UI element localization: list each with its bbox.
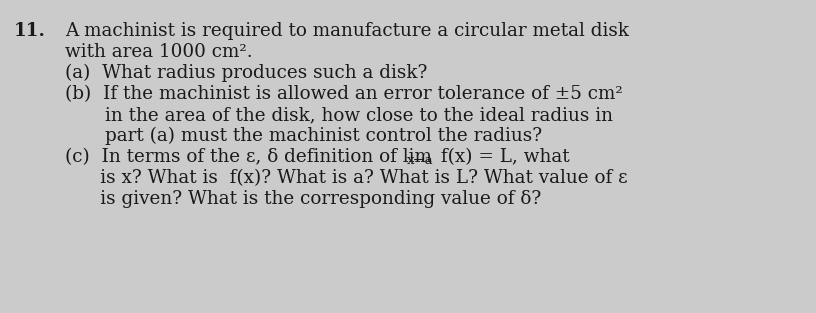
Text: is x? What is  f(x)? What is a? What is L? What value of ε: is x? What is f(x)? What is a? What is L… (65, 169, 628, 187)
Text: 11.: 11. (14, 22, 46, 40)
Text: with area 1000 cm².: with area 1000 cm². (65, 43, 253, 61)
Text: (b)  If the machinist is allowed an error tolerance of ±5 cm²: (b) If the machinist is allowed an error… (65, 85, 623, 103)
Text: x→a: x→a (407, 154, 433, 167)
Text: A machinist is required to manufacture a circular metal disk: A machinist is required to manufacture a… (65, 22, 629, 40)
Text: (c)  In terms of the ε, δ definition of lim: (c) In terms of the ε, δ definition of l… (65, 148, 432, 166)
Text: part (a) must the machinist control the radius?: part (a) must the machinist control the … (105, 127, 542, 145)
Text: in the area of the disk, how close to the ideal radius in: in the area of the disk, how close to th… (105, 106, 613, 124)
Text: f(x) = L, what: f(x) = L, what (435, 148, 570, 166)
Text: (a)  What radius produces such a disk?: (a) What radius produces such a disk? (65, 64, 428, 82)
Text: is given? What is the corresponding value of δ?: is given? What is the corresponding valu… (65, 190, 541, 208)
